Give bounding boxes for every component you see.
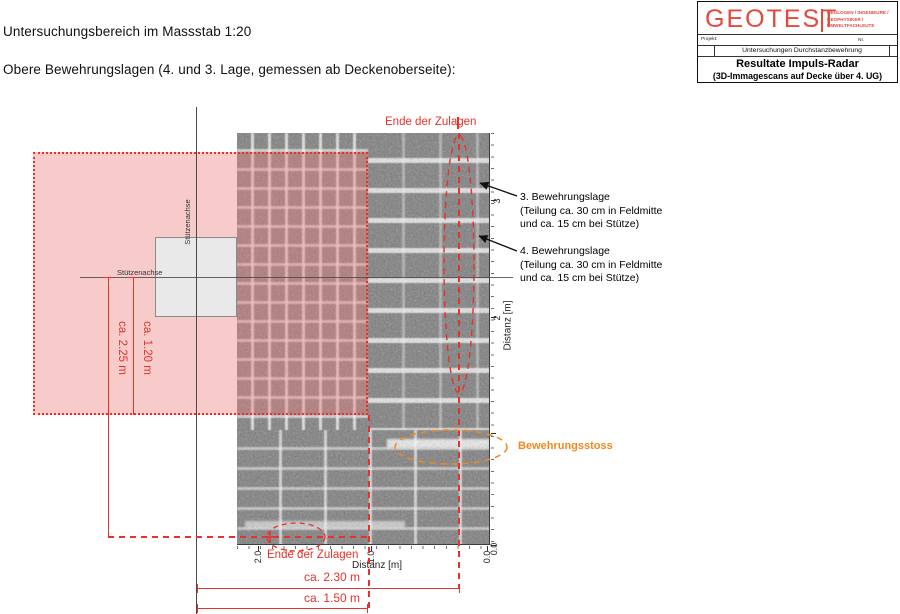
layer4-line-3: und ca. 15 cm bei Stütze) (520, 272, 640, 284)
x-tick-0 (487, 546, 488, 551)
stamp-title: Resultate Impuls-Radar (736, 58, 859, 70)
annotation-layer-3: 3. Bewehrungslage (Teilung ca. 30 cm in … (520, 191, 700, 232)
title-block: GEOTEST GEOLOGEN / INGENIEURE / GEOPHYSI… (697, 1, 898, 83)
stamp-rule-1 (698, 34, 897, 35)
tagline-line-1: GEOLOGEN / INGENIEURE / (827, 10, 889, 15)
y-axis-minor-ticks (491, 133, 494, 545)
stamp-subject: Untersuchungen Durchstanzbewehrung (714, 46, 890, 56)
tagline-line-2: GEOPHYSIKER / (827, 16, 864, 22)
dim-label-1.20m: ca. 1.20 m (141, 321, 153, 375)
y-tick-1 (491, 433, 496, 434)
dim-line-2.30m (197, 588, 460, 589)
dim-tick-2.25m (103, 277, 113, 278)
dashed-line-zulagen-bottom (108, 536, 369, 538)
radar-scan-image (237, 133, 490, 545)
annotation-layer-4: 4. Bewehrungslage (Teilung ca. 30 cm in … (520, 245, 700, 286)
dim-tick-1.20m (128, 277, 138, 278)
layer4-line-2: (Teilung ca. 30 cm in Feldmitte (520, 258, 663, 271)
x-tick-1 (371, 546, 372, 551)
dim-line-2.25m (108, 277, 109, 537)
dashed-line-area-edge (368, 415, 370, 608)
dim-line-1.20m (133, 277, 134, 415)
x-axis-label: Distanz [m] (352, 560, 403, 571)
tagline-line-3: UMWELTFACHLEUTE (827, 23, 875, 29)
dim-label-1.50m: ca. 1.50 m (303, 591, 361, 605)
page-title-scale: Untersuchungsbereich im Massstab 1:20 (3, 24, 252, 39)
layer3-line-2: (Teilung ca. 30 cm in Feldmitte (520, 204, 663, 217)
y-tick-2 (491, 317, 496, 318)
page-title-layers: Obere Bewehrungslagen (4. und 3. Lage, g… (3, 62, 456, 77)
dim-label-2.25m: ca. 2.25 m (116, 321, 128, 375)
stamp-subtitle: (3D-Immagescans auf Decke über 4. UG) (712, 71, 883, 81)
logo-divider (821, 9, 823, 32)
dim-tick-2.30m-right (459, 584, 460, 593)
layer4-line-1: 4. Bewehrungslage (520, 245, 610, 257)
y-tick-label-0.0: 0.0 (489, 542, 499, 556)
stuetzenachse-vertical-label: Stützenachse (183, 199, 192, 245)
y-tick-3 (491, 200, 496, 201)
x-tick-label-2.0: 2.0 (253, 550, 263, 564)
stamp-rule-3 (698, 56, 897, 57)
logo-tagline: GEOLOGEN / INGENIEURE / GEOPHYSIKER / UM… (827, 10, 889, 30)
ende-zulagen-top-label: Ende der Zulagen (385, 116, 477, 128)
projekt-label: Projekt: (701, 37, 718, 42)
ende-zulagen-bottom-label: Ende der Zulagen (267, 549, 359, 561)
dim-tick-1.50m-right (367, 604, 368, 613)
y-tick-0 (491, 545, 496, 546)
nr-label: Nr. (858, 38, 865, 43)
dim-line-1.50m (197, 608, 368, 609)
y-axis-label: Distanz [m] (502, 300, 514, 351)
stuetzenachse-horizontal-line (80, 277, 513, 278)
dashed-line-zulagen-top (458, 133, 460, 588)
dim-label-2.30m: ca. 2.30 m (303, 570, 361, 584)
stuetzenachse-horizontal-label: Stützenachse (117, 268, 163, 277)
layer3-line-3: und ca. 15 cm bei Stütze) (520, 218, 640, 230)
geotest-logo: GEOTEST (705, 5, 839, 33)
y-tick-label-2: 2 (492, 315, 502, 321)
bewehrungsstoss-label: Bewehrungsstoss (518, 440, 613, 452)
stamp-rule-2 (698, 45, 897, 46)
x-tick-2 (258, 546, 259, 551)
dim-tick-1.50m-left (197, 604, 198, 613)
layer3-line-1: 3. Bewehrungslage (520, 191, 610, 203)
x-axis-minor-ticks (237, 546, 490, 549)
stuetzenachse-vertical-line (196, 107, 197, 614)
y-tick-label-3: 3 (492, 198, 502, 204)
dim-tick-2.30m-left (197, 584, 198, 593)
ende-zulagen-top-tick (457, 117, 459, 129)
